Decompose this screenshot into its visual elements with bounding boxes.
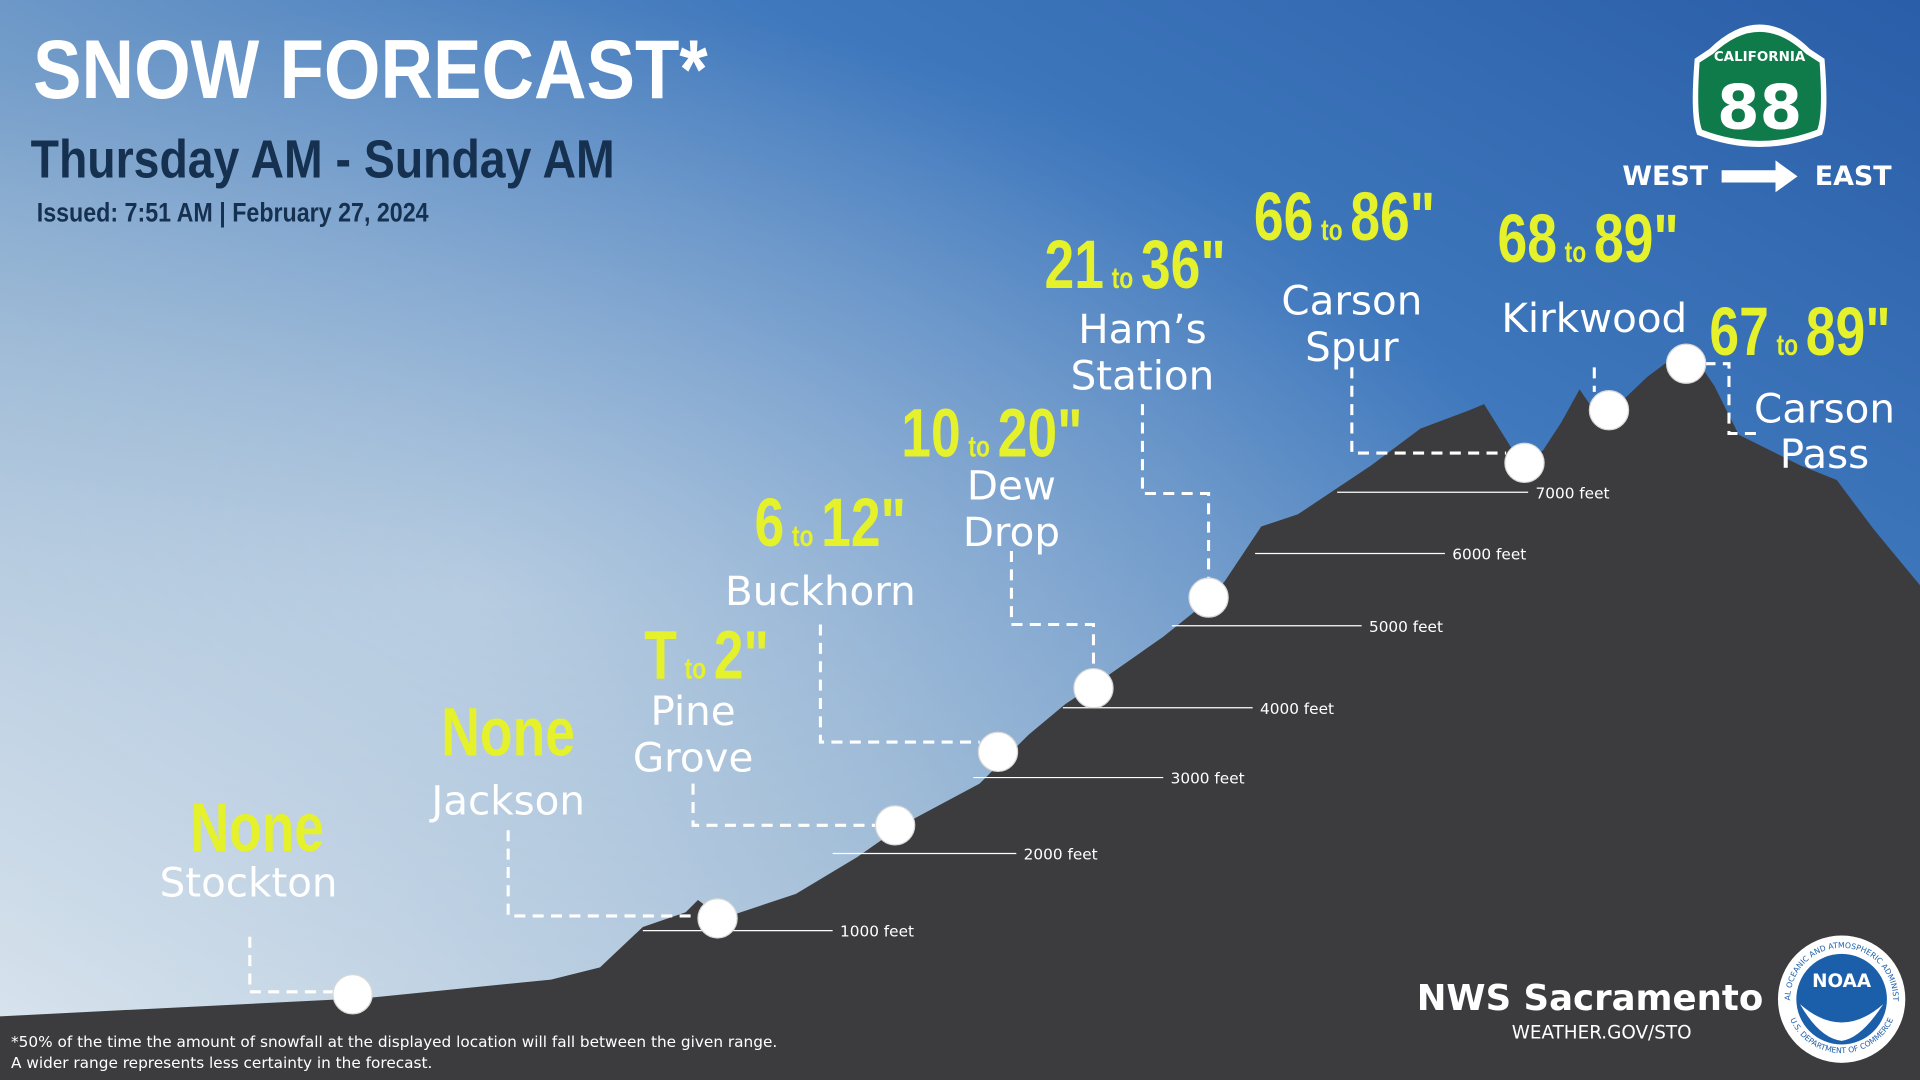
location-dot [1665,343,1707,384]
forecast-high: 89" [1594,201,1679,278]
forecast-high: 36" [1141,226,1226,303]
forecast-text: 67 to 89" [1709,294,1890,371]
subtitle: Thursday AM - Sunday AM [31,130,615,190]
leader-line [1350,367,1507,455]
location-dot [697,898,738,939]
leader-line [1009,551,1095,672]
shield-number: 88 [1717,73,1802,144]
forecast-high: 12" [821,485,906,562]
forecast-to: to [1112,261,1134,294]
forecast: 67 to 89" [1709,294,1890,371]
elevation-label: 2000 feet [1024,846,1098,864]
location-name: Spur [1305,323,1399,371]
forecast-to: to [968,430,990,463]
elevation-label: 5000 feet [1369,618,1443,636]
direction-west: WEST [1622,161,1708,192]
leader-line [1704,362,1764,435]
forecast-high: 20" [998,395,1083,472]
forecast: 21 to 36" [1044,226,1225,303]
location-name: Stockton [160,858,338,906]
forecast-to: to [1777,328,1799,361]
forecast: None [190,790,324,867]
location-dot [1188,577,1229,618]
location-name: Buckhorn [725,567,916,615]
elevation-label: 1000 feet [840,923,914,941]
direction-east: EAST [1815,161,1893,192]
forecast: 6 to 12" [754,485,906,562]
leader-line [506,830,701,918]
elevation-label: 6000 feet [1452,546,1526,564]
mountain-profile [0,346,1920,1080]
elevation-label: 7000 feet [1536,484,1610,502]
forecast-none: None [441,694,575,771]
location-name: Pass [1780,430,1869,478]
leader-line [248,936,337,994]
forecast: 68 to 89" [1498,201,1679,278]
forecast-to: to [684,652,706,685]
title: SNOW FORECAST* [33,23,708,116]
location-dot [332,974,373,1015]
location-name: Jackson [428,776,585,824]
office-name: NWS Sacramento [1417,978,1764,1019]
forecast-text: None [441,694,575,771]
elevation-label: 3000 feet [1171,770,1245,788]
forecast-text: 10 to 20" [901,395,1082,472]
location-name: Drop [963,508,1060,556]
location-name: Pine [650,687,735,735]
location-name: Carson [1754,384,1895,432]
location-name: Carson [1281,277,1422,325]
location-name: Dew [967,462,1056,510]
forecast-high: 86" [1350,179,1435,256]
leader-line [1140,404,1211,581]
direction-arrow [1721,160,1798,193]
forecast-text: 6 to 12" [754,485,906,562]
office-url: WEATHER.GOV/STO [1512,1022,1692,1043]
forecast-low: 21 [1044,226,1103,303]
footnote-line: *50% of the time the amount of snowfall … [11,1033,777,1051]
location-name: Grove [633,733,753,781]
forecast-low: 67 [1709,294,1768,371]
route-shield: CALIFORNIA 88 [1692,24,1827,147]
overlay: 1000 feet 2000 feet 3000 feet 4000 feet 5000… [160,179,1895,1015]
forecast-low: 68 [1498,201,1557,278]
issued: Issued: 7:51 AM | February 27, 2024 [37,198,429,228]
shield-state: CALIFORNIA [1714,50,1806,65]
forecast-to: to [792,519,814,552]
forecast-low: 6 [754,485,784,562]
forecast-text: 66 to 86" [1254,179,1435,256]
forecast-low: 10 [901,395,960,472]
location-dot [874,805,916,846]
forecast-low: T [644,617,677,694]
forecast: None [441,694,575,771]
forecast: 66 to 86" [1254,179,1435,256]
forecast-text: None [190,790,324,867]
location-name: Ham’s [1078,305,1206,353]
location-name: Kirkwood [1501,294,1687,342]
location-name: Station [1071,351,1215,399]
forecast-text: 68 to 89" [1498,201,1679,278]
forecast-high: 89" [1806,294,1891,371]
forecast-high: 2" [714,617,769,694]
leader-line [818,624,980,744]
location-dot [1073,667,1114,709]
forecast-low: 66 [1254,179,1313,256]
forecast-none: None [190,790,324,867]
logo-text: NOAA [1812,971,1872,992]
forecast-to: to [1321,213,1343,246]
leader-line [691,783,877,827]
elevation-label: 4000 feet [1260,700,1334,718]
forecast: 10 to 20" [901,395,1082,472]
location-dot [1588,390,1630,431]
location-dot [977,731,1019,773]
forecast-text: 21 to 36" [1044,226,1225,303]
location-dot [1504,442,1545,484]
forecast-to: to [1565,235,1587,268]
footnote-line: A wider range represents less certainty … [11,1054,432,1072]
